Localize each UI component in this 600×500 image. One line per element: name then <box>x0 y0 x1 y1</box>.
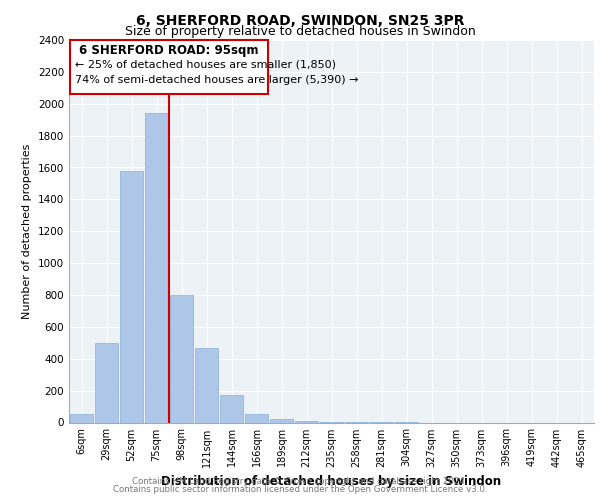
Bar <box>145 114 168 422</box>
Text: Contains HM Land Registry data © Crown copyright and database right 2024.: Contains HM Land Registry data © Crown c… <box>132 477 468 486</box>
Y-axis label: Number of detached properties: Number of detached properties <box>22 144 32 319</box>
Bar <box>95 343 118 422</box>
Text: Size of property relative to detached houses in Swindon: Size of property relative to detached ho… <box>125 25 475 38</box>
Bar <box>120 170 143 422</box>
Bar <box>295 421 318 422</box>
Bar <box>170 295 193 422</box>
Text: Contains public sector information licensed under the Open Government Licence v3: Contains public sector information licen… <box>113 485 487 494</box>
Bar <box>270 420 293 422</box>
Bar <box>195 348 218 422</box>
Text: 6, SHERFORD ROAD, SWINDON, SN25 3PR: 6, SHERFORD ROAD, SWINDON, SN25 3PR <box>136 14 464 28</box>
Bar <box>220 396 243 422</box>
Bar <box>245 414 268 422</box>
Text: 74% of semi-detached houses are larger (5,390) →: 74% of semi-detached houses are larger (… <box>75 74 359 85</box>
X-axis label: Distribution of detached houses by size in Swindon: Distribution of detached houses by size … <box>161 475 502 488</box>
Text: ← 25% of detached houses are smaller (1,850): ← 25% of detached houses are smaller (1,… <box>75 59 336 69</box>
Text: 6 SHERFORD ROAD: 95sqm: 6 SHERFORD ROAD: 95sqm <box>79 44 259 58</box>
Bar <box>70 40 268 94</box>
Bar <box>70 414 93 422</box>
